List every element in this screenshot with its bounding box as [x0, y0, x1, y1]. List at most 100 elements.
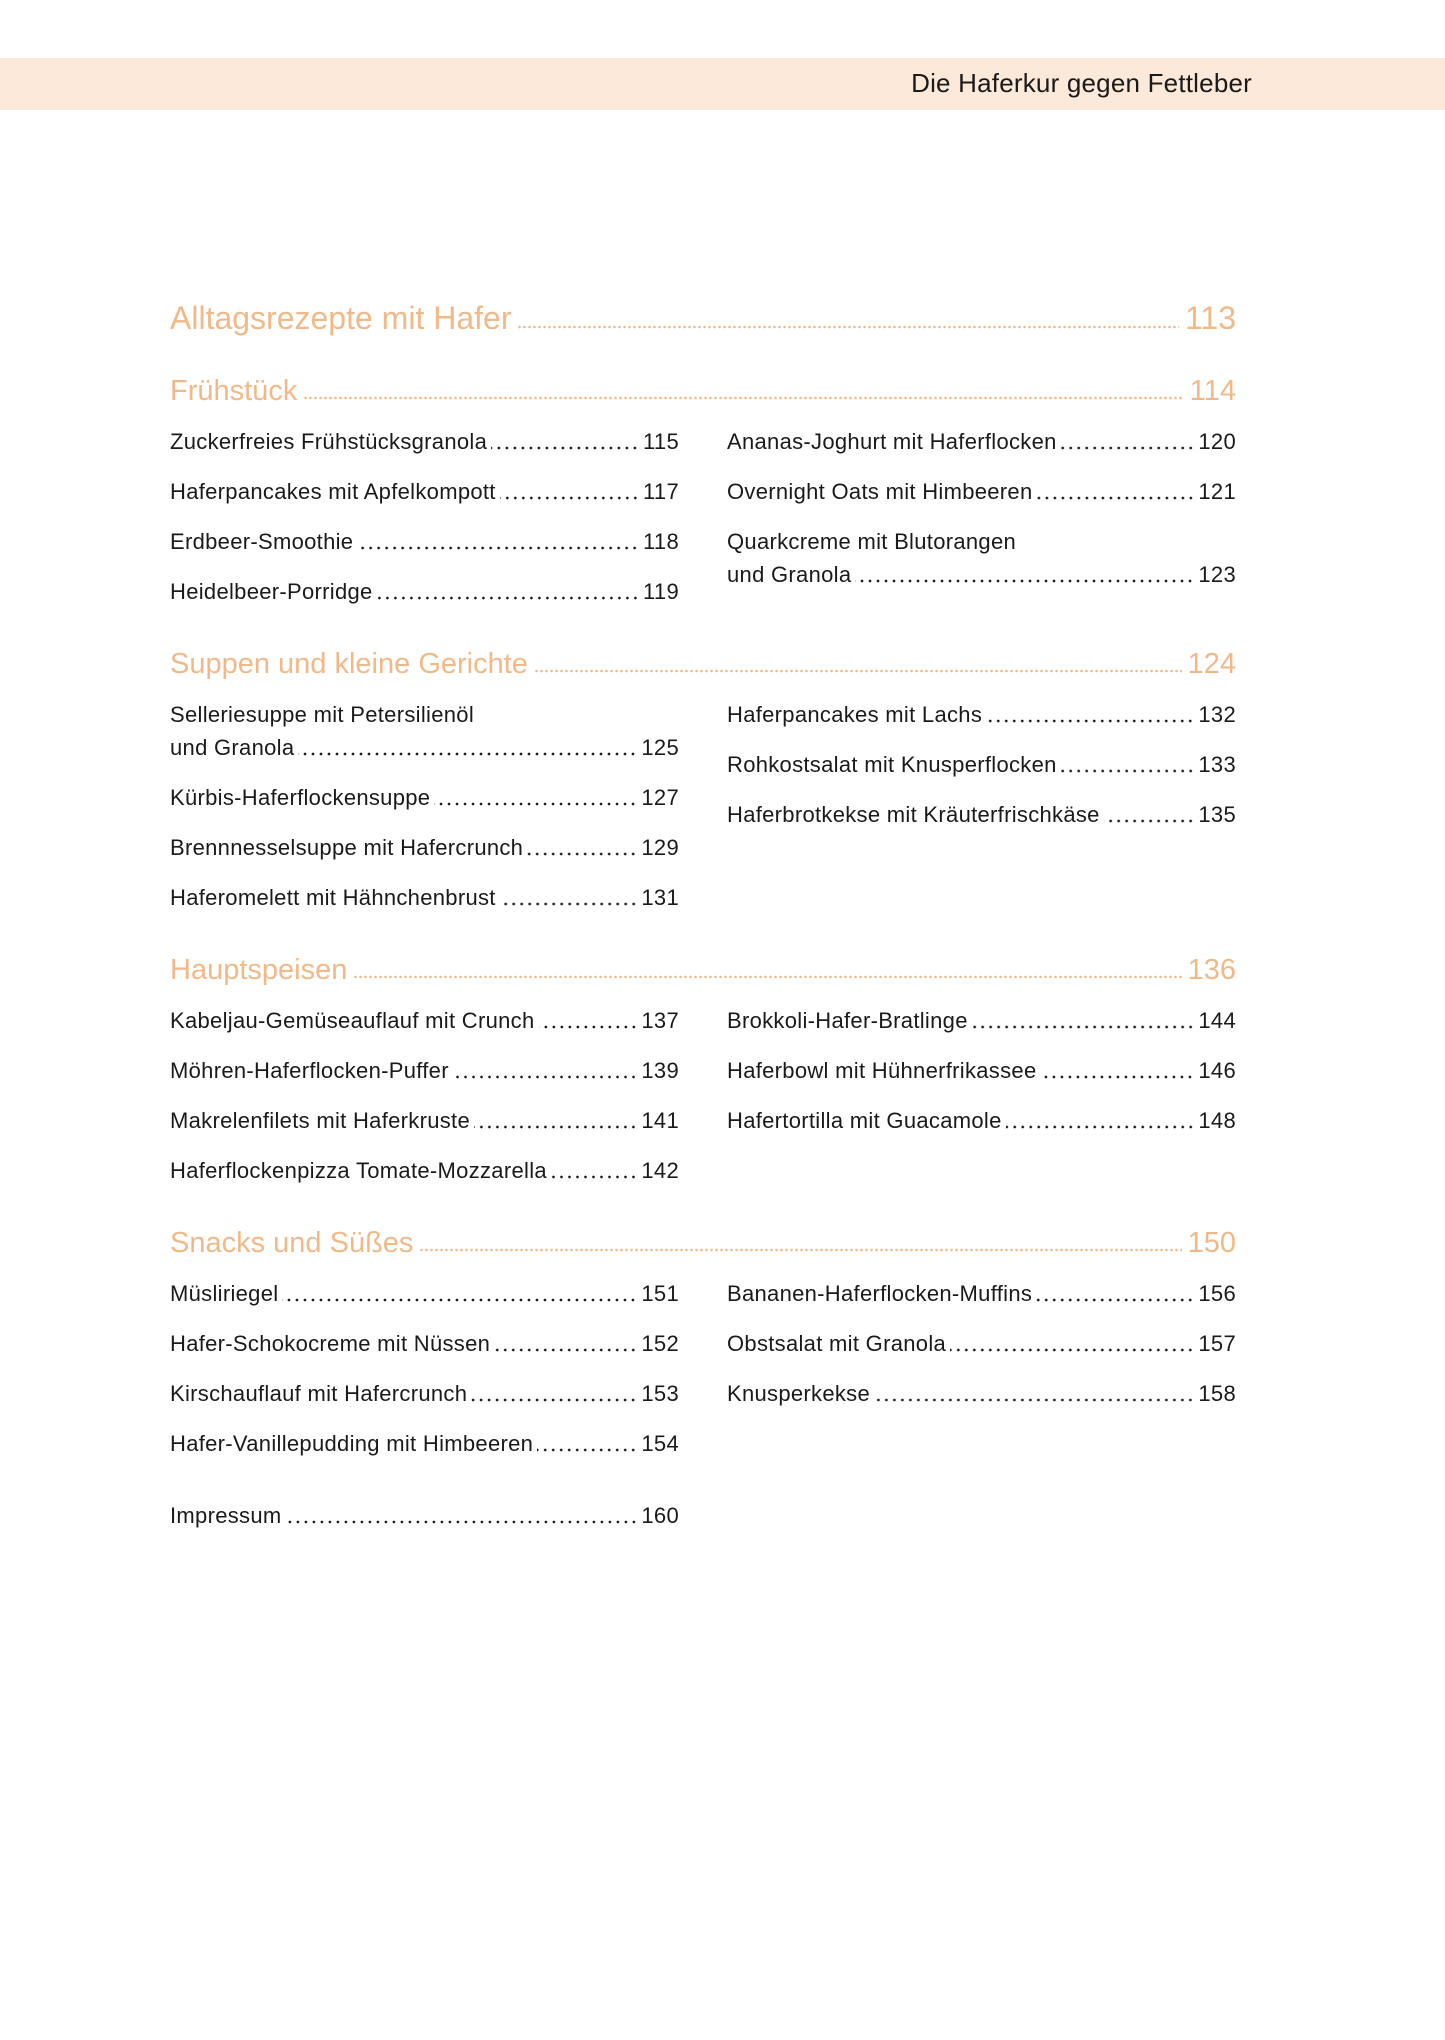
entry-title: Zuckerfreies Frühstücksgranola — [170, 429, 488, 454]
dot-leader — [434, 802, 638, 806]
dot-leader — [303, 396, 1184, 400]
toc-entry[interactable]: Bananen-Haferflocken-Muffins 156 — [727, 1277, 1236, 1310]
dot-leader — [353, 975, 1182, 979]
toc-entry[interactable]: Brennnesselsuppe mit Hafercrunch 129 — [170, 831, 679, 864]
entry-title: und Granola — [170, 735, 295, 760]
right-column: Haferpancakes mit Lachs 132 Rohkostsalat m… — [727, 698, 1236, 931]
main-heading[interactable]: Alltagsrezepte mit Hafer 113 — [170, 300, 1236, 337]
entry-page: 123 — [1198, 562, 1236, 587]
toc-entry[interactable]: Knusperkekse 158 — [727, 1377, 1236, 1410]
entry-page: 151 — [641, 1281, 679, 1306]
section-page: 150 — [1187, 1227, 1236, 1259]
section-heading[interactable]: Frühstück 114 — [170, 375, 1236, 408]
book-title: Die Haferkur gegen Fettleber — [911, 68, 1252, 98]
entry-page: 120 — [1198, 429, 1236, 454]
section-title: Hauptspeisen — [170, 954, 348, 986]
dot-leader — [1036, 496, 1195, 500]
toc-entry[interactable]: Obstsalat mit Granola 157 — [727, 1327, 1236, 1360]
entry-title: Overnight Oats mit Himbeeren — [727, 479, 1033, 504]
entry-title: Haferpancakes mit Apfelkompott — [170, 479, 496, 504]
entry-page: 154 — [641, 1431, 679, 1456]
toc-entry[interactable]: Kabeljau-Gemüseauflauf mit Crunch 137 — [170, 1004, 679, 1037]
dot-leader — [1060, 446, 1195, 450]
dot-leader — [1036, 1298, 1195, 1302]
section-heading[interactable]: Hauptspeisen 136 — [170, 954, 1236, 987]
toc-entry[interactable]: Haferpancakes mit Lachs 132 — [727, 698, 1236, 731]
entry-page: 146 — [1198, 1058, 1236, 1083]
entry-title: Kürbis-Haferflockensuppe — [170, 785, 431, 810]
toc-entry[interactable]: Möhren-Haferflocken-Puffer 139 — [170, 1054, 679, 1087]
entry-page: 142 — [641, 1158, 679, 1183]
dot-leader — [499, 496, 640, 500]
toc-entry[interactable]: Quarkcreme mit Blutorangen und Granola 123 — [727, 525, 1236, 591]
entry-title: Haferomelett mit Hähnchenbrust — [170, 885, 496, 910]
toc-entry[interactable]: Rohkostsalat mit Knusperflocken 133 — [727, 748, 1236, 781]
dot-leader — [855, 579, 1195, 583]
toc-section: Hauptspeisen 136 Kabeljau-Gemüseauflauf m… — [170, 954, 1236, 1204]
toc-entry[interactable]: Heidelbeer-Porridge 119 — [170, 575, 679, 608]
entry-title: Impressum — [170, 1503, 282, 1528]
entry-title: Heidelbeer-Porridge — [170, 579, 373, 604]
toc-entry[interactable]: Brokkoli-Hafer-Bratlinge 144 — [727, 1004, 1236, 1037]
entry-title: Haferflockenpizza Tomate-Mozzarella — [170, 1158, 547, 1183]
toc-entry[interactable]: Erdbeer-Smoothie 118 — [170, 525, 679, 558]
toc-entry[interactable]: Hafer-Vanillepudding mit Himbeeren 154 — [170, 1427, 679, 1460]
toc-entry[interactable]: Haferpancakes mit Apfelkompott 117 — [170, 475, 679, 508]
dot-leader — [499, 902, 638, 906]
entry-title: Bananen-Haferflocken-Muffins — [727, 1281, 1033, 1306]
toc-section: Frühstück 114 Zuckerfreies Frühstücksgran… — [170, 375, 1236, 625]
entry-page: 115 — [643, 429, 679, 454]
dot-leader — [298, 752, 638, 756]
impressum-entry[interactable]: Impressum 160 — [170, 1499, 1236, 1549]
toc-entry[interactable]: Müsliriegel 151 — [170, 1277, 679, 1310]
right-column: Ananas-Joghurt mit Haferflocken 120 Overni… — [727, 425, 1236, 625]
section-heading[interactable]: Snacks und Süßes 150 — [170, 1227, 1236, 1260]
section-heading[interactable]: Suppen und kleine Gerichte 124 — [170, 648, 1236, 681]
toc-entry[interactable]: Haferflockenpizza Tomate-Mozzarella 142 — [170, 1154, 679, 1187]
toc-entry[interactable]: Haferbrotkekse mit Kräuterfrischkäse 135 — [727, 798, 1236, 831]
entry-title: Kabeljau-Gemüseauflauf mit Crunch — [170, 1008, 535, 1033]
toc-entry[interactable]: Kirschauflauf mit Hafercrunch 153 — [170, 1377, 679, 1410]
dot-leader — [971, 1025, 1195, 1029]
toc-entry[interactable]: Haferbowl mit Hühnerfrikassee 146 — [727, 1054, 1236, 1087]
dot-leader — [282, 1298, 638, 1302]
toc-entry[interactable]: Zuckerfreies Frühstücksgranola 115 — [170, 425, 679, 458]
entry-title: Brennnesselsuppe mit Hafercrunch — [170, 835, 524, 860]
left-column: Kabeljau-Gemüseauflauf mit Crunch 137 Möhr… — [170, 1004, 679, 1204]
toc-section: Snacks und Süßes 150 Müsliriegel 151 Hafer-… — [170, 1227, 1236, 1477]
entry-page: 129 — [641, 835, 679, 860]
dot-leader — [986, 719, 1195, 723]
toc-entry[interactable]: Kürbis-Haferflockensuppe 127 — [170, 781, 679, 814]
toc-entry[interactable]: Overnight Oats mit Himbeeren 121 — [727, 475, 1236, 508]
toc-entry[interactable]: Hafertortilla mit Guacamole 148 — [727, 1104, 1236, 1137]
left-column: Zuckerfreies Frühstücksgranola 115 Haferpa… — [170, 425, 679, 625]
toc-entry[interactable]: Haferomelett mit Hähnchenbrust 131 — [170, 881, 679, 914]
entry-title: Brokkoli-Hafer-Bratlinge — [727, 1008, 968, 1033]
entry-page: 118 — [643, 529, 679, 554]
entry-page: 117 — [643, 479, 679, 504]
toc-entry[interactable]: Makrelenfilets mit Haferkruste 141 — [170, 1104, 679, 1137]
entry-title: Knusperkekse — [727, 1381, 871, 1406]
entry-page: 141 — [641, 1108, 679, 1133]
entry-title: Rohkostsalat mit Knusperflocken — [727, 752, 1057, 777]
entry-page: 144 — [1198, 1008, 1236, 1033]
section-page: 114 — [1189, 375, 1236, 407]
dot-leader — [533, 669, 1182, 673]
dot-leader — [473, 1125, 638, 1129]
dot-leader — [550, 1175, 638, 1179]
section-title: Suppen und kleine Gerichte — [170, 648, 528, 680]
dot-leader — [376, 596, 640, 600]
dot-leader — [538, 1025, 638, 1029]
toc-entry[interactable]: Selleriesuppe mit Petersilienöl und Grano… — [170, 698, 679, 764]
entry-title: Müsliriegel — [170, 1281, 279, 1306]
toc-entry[interactable]: Hafer-Schokocreme mit Nüssen 152 — [170, 1327, 679, 1360]
entry-page: 139 — [641, 1058, 679, 1083]
entry-page: 119 — [643, 579, 679, 604]
entry-page: 121 — [1198, 479, 1236, 504]
toc-entry[interactable]: Ananas-Joghurt mit Haferflocken 120 — [727, 425, 1236, 458]
entry-page: 157 — [1198, 1331, 1236, 1356]
dot-leader — [1060, 769, 1195, 773]
dot-leader — [537, 1448, 638, 1452]
entry-title: Haferbrotkekse mit Kräuterfrischkäse — [727, 802, 1100, 827]
dot-leader — [1040, 1075, 1195, 1079]
